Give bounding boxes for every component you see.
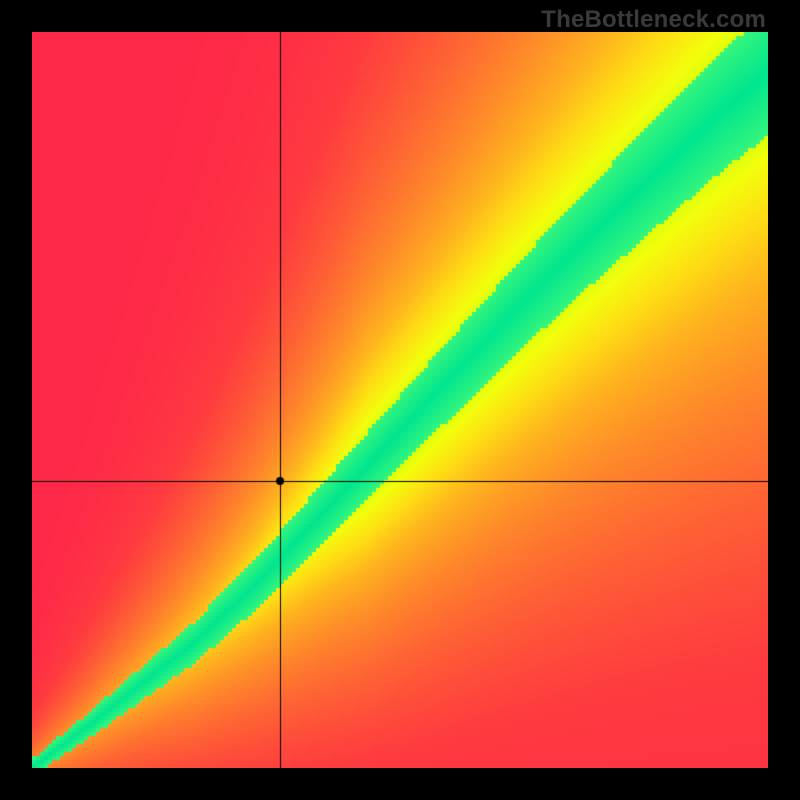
watermark-text: TheBottleneck.com bbox=[541, 6, 766, 34]
bottleneck-heatmap bbox=[32, 32, 768, 768]
